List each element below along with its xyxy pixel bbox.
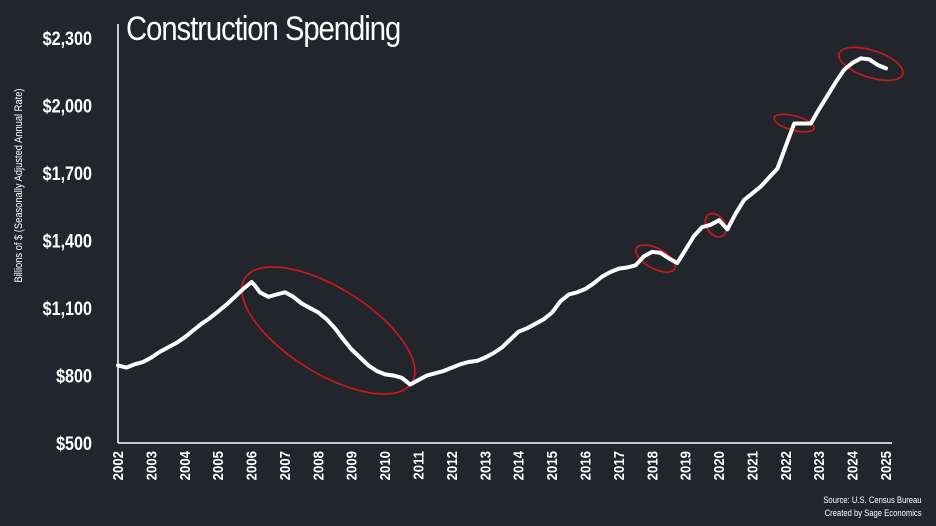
- y-tick-label: $2,300: [43, 28, 93, 50]
- y-tick-label: $2,000: [43, 95, 93, 117]
- x-tick-label: 2004: [176, 451, 193, 480]
- y-tick-label: $500: [56, 433, 92, 455]
- x-tick-label: 2007: [276, 451, 293, 480]
- highlight-ellipse: [241, 266, 416, 395]
- source-note: Source: U.S. Census Bureau Created by Sa…: [824, 494, 922, 520]
- x-tick-label: 2003: [143, 451, 160, 480]
- x-tick-label: 2011: [410, 451, 427, 480]
- x-tick-label: 2014: [510, 451, 527, 480]
- x-tick-label: 2010: [376, 451, 393, 480]
- x-tick-label: 2012: [443, 451, 460, 480]
- y-tick-label: $1,100: [43, 298, 93, 320]
- x-tick-label: 2020: [710, 451, 727, 480]
- y-tick-label: $1,700: [43, 163, 93, 185]
- y-tick-label: $1,400: [43, 230, 93, 252]
- x-tick-label: 2009: [343, 451, 360, 480]
- axes: [117, 24, 892, 444]
- x-tick-labels: 2002 2003 2004 2005 2006 2007 2008 2009 2010 2011…: [109, 451, 894, 480]
- x-tick-label: 2025: [877, 451, 894, 480]
- x-tick-label: 2008: [310, 451, 327, 480]
- x-tick-label: 2018: [643, 451, 660, 480]
- x-tick-label: 2024: [844, 451, 861, 480]
- x-tick-label: 2017: [610, 451, 627, 480]
- x-tick-label: 2019: [677, 451, 694, 480]
- highlight-ellipse: [635, 244, 677, 273]
- x-tick-label: 2022: [777, 451, 794, 480]
- x-tick-label: 2016: [577, 451, 594, 480]
- chart-title: Construction Spending: [126, 10, 401, 48]
- x-tick-label: 2015: [543, 451, 560, 480]
- y-tick-labels: $500 $800 $1,100 $1,400 $1,700 $2,000 $2,300: [43, 28, 93, 455]
- x-tick-label: 2006: [243, 451, 260, 480]
- series-line-construction-spending: [116, 56, 888, 387]
- highlight-ellipse: [704, 212, 727, 238]
- x-tick-label: 2023: [810, 451, 827, 480]
- source-line: Source: U.S. Census Bureau: [823, 495, 922, 505]
- highlight-ellipses: [241, 46, 904, 395]
- credit-line: Created by Sage Economics: [825, 508, 922, 518]
- highlight-ellipse: [838, 46, 904, 82]
- x-tick-label: 2013: [477, 451, 494, 480]
- x-tick-label: 2002: [109, 451, 126, 480]
- x-tick-label: 2021: [744, 451, 761, 480]
- y-axis-label: Billions of $ (Seasonally Adjusted Annua…: [13, 88, 25, 282]
- y-tick-label: $800: [56, 365, 92, 387]
- x-tick-label: 2005: [209, 451, 226, 480]
